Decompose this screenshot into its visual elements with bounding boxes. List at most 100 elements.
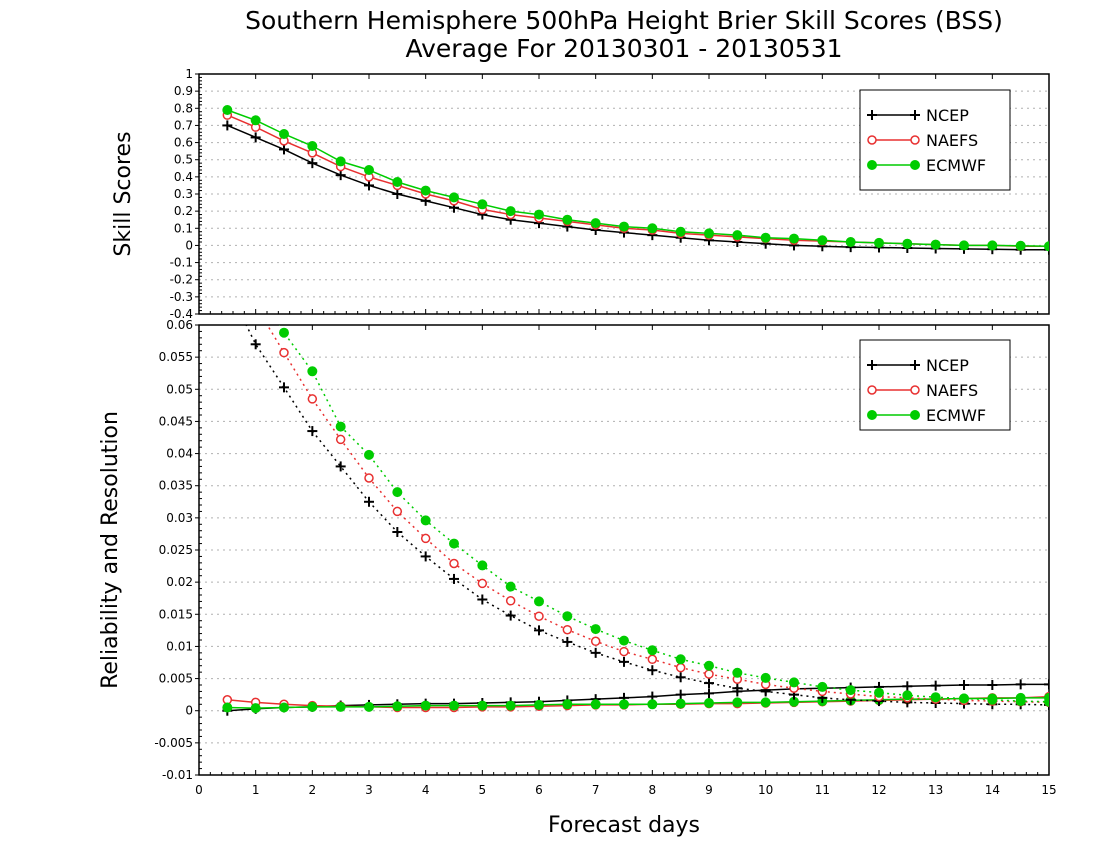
y-tick-label: 0.055 — [159, 350, 193, 364]
data-point — [420, 551, 431, 562]
data-point — [279, 129, 289, 139]
data-point — [449, 573, 459, 584]
data-point — [619, 221, 629, 232]
data-point — [477, 578, 488, 589]
y-tick-label: 0.5 — [174, 153, 193, 167]
data-point — [1044, 679, 1049, 690]
y-axis-label: Skill Scores — [111, 131, 136, 256]
legend-marker — [910, 135, 920, 145]
data-point — [505, 581, 516, 592]
data-point — [590, 218, 601, 229]
x-tick-label: 9 — [705, 783, 713, 797]
data-point — [279, 144, 289, 155]
y-tick-label: 0.8 — [174, 101, 193, 115]
x-tick-label: 11 — [815, 783, 830, 797]
series-line — [227, 697, 1049, 709]
x-tick-label: 2 — [309, 783, 317, 797]
data-point — [364, 473, 374, 483]
x-tick-label: 3 — [365, 783, 373, 797]
x-tick-label: 7 — [592, 783, 600, 797]
data-point — [222, 702, 233, 713]
data-point — [505, 596, 516, 606]
data-point — [449, 538, 459, 549]
y-tick-label: 0.01 — [166, 639, 193, 653]
legend-label: NCEP — [926, 356, 969, 375]
data-point — [335, 701, 346, 712]
y-tick-label: 0.025 — [159, 543, 193, 557]
legend-marker — [910, 385, 920, 395]
legend-marker — [910, 410, 920, 420]
top-panel: -0.4 -0.3 -0.2 -0.1 0 0.1 0.2 0.3 0.4 0.5 0.6 0.7 0.… — [111, 67, 1050, 321]
legend-label: ECMWF — [926, 156, 986, 175]
x-tick-label: 12 — [871, 783, 886, 797]
data-point — [732, 667, 743, 678]
legend-entry-naefs: NAEFS — [867, 381, 978, 400]
legend: NCEP NAEFS ECMWF — [859, 339, 1011, 431]
data-point — [307, 394, 318, 404]
data-point — [562, 699, 573, 710]
y-tick-label: 0.7 — [174, 118, 193, 132]
data-point — [619, 646, 629, 657]
data-point — [505, 206, 516, 217]
chart-title-line2: Average For 20130301 - 20130531 — [405, 34, 842, 63]
legend-marker — [867, 135, 877, 145]
series-ecmwf-resolution — [251, 276, 1049, 707]
data-point — [420, 515, 431, 526]
x-tick-label: 14 — [985, 783, 1000, 797]
plot-area — [222, 105, 1049, 255]
data-point — [760, 232, 771, 243]
data-point — [647, 223, 658, 234]
data-point — [675, 662, 686, 673]
data-point — [675, 226, 686, 237]
y-tick-label: -0.1 — [170, 256, 193, 270]
data-point — [335, 156, 346, 167]
data-point — [987, 680, 998, 690]
data-point — [930, 239, 941, 250]
x-axis-label: Forecast days — [548, 813, 700, 838]
data-point — [704, 688, 714, 699]
data-point — [420, 533, 431, 544]
data-point — [505, 700, 516, 711]
x-tick-label: 0 — [195, 783, 203, 797]
data-point — [675, 689, 686, 700]
data-point — [704, 698, 714, 708]
y-tick-label: 0.05 — [166, 382, 193, 396]
legend-marker — [867, 110, 877, 120]
data-point — [477, 199, 488, 210]
data-point — [987, 694, 998, 705]
data-point — [335, 421, 346, 432]
series-ecmwf — [222, 105, 1049, 252]
data-point — [704, 660, 714, 671]
series-ecmwf-reliability — [222, 692, 1049, 714]
data-point — [222, 120, 233, 131]
legend-marker — [910, 160, 920, 170]
y-tick-label: -0.2 — [170, 273, 193, 287]
data-point — [250, 703, 261, 714]
series-line — [227, 695, 1049, 709]
data-point — [279, 702, 289, 713]
y-tick-label: 0.045 — [159, 414, 193, 428]
x-tick-label: 8 — [649, 783, 657, 797]
data-point — [252, 302, 260, 310]
data-point — [222, 281, 232, 291]
legend-marker — [867, 160, 877, 170]
data-point — [647, 654, 658, 665]
x-tick-label: 5 — [479, 783, 487, 797]
y-tick-label: 0.6 — [174, 136, 193, 150]
data-point — [222, 105, 233, 115]
data-point — [902, 690, 913, 701]
y-axis-label: Reliability and Resolution — [98, 411, 123, 689]
data-point — [704, 228, 714, 239]
y-tick-label: 0.9 — [174, 84, 193, 98]
data-point — [251, 276, 260, 285]
data-point — [335, 461, 346, 472]
x-tick-label: 13 — [928, 783, 943, 797]
plot-area — [222, 276, 1049, 716]
legend-label: ECMWF — [926, 406, 986, 425]
data-point — [930, 692, 941, 703]
y-tick-label: 0.06 — [166, 318, 193, 332]
data-point — [675, 698, 686, 709]
legend-marker — [910, 110, 920, 120]
data-point — [590, 647, 601, 658]
